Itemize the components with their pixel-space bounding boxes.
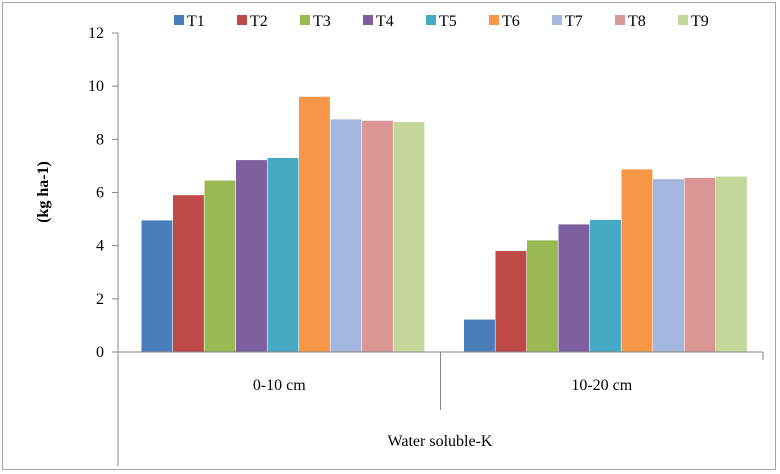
y-tick-label: 12	[88, 25, 104, 42]
legend-swatch-t5	[426, 15, 436, 25]
bar-t7-2	[653, 179, 684, 352]
legend-label-t8: T8	[628, 13, 646, 30]
y-tick-label: 4	[96, 238, 104, 255]
legend-label-t4: T4	[376, 13, 394, 30]
legend-swatch-t9	[678, 15, 688, 25]
bar-t1-1	[141, 220, 173, 352]
bar-t1-2	[464, 319, 495, 352]
legend-swatch-t3	[300, 15, 310, 25]
legend-label-t9: T9	[691, 13, 709, 30]
legend-swatch-t1	[174, 15, 184, 25]
legend-label-t3: T3	[313, 13, 331, 30]
y-tick-label: 10	[88, 78, 104, 95]
x-axis-label: Water soluble-K	[388, 433, 493, 450]
x-tick-label: 0-10 cm	[253, 377, 306, 394]
y-tick-label: 6	[96, 185, 104, 202]
bar-t2-2	[495, 250, 527, 352]
legend-swatch-t8	[615, 15, 625, 25]
y-axis-label: (kg ha-1)	[35, 161, 52, 223]
y-tick-label: 2	[96, 291, 104, 308]
y-tick-label: 8	[96, 131, 104, 148]
bar-t2-1	[173, 195, 204, 352]
legend-label-t7: T7	[565, 13, 583, 30]
bar-t8-1	[362, 120, 393, 352]
legend-label-t5: T5	[439, 13, 457, 30]
legend-swatch-t4	[363, 15, 373, 25]
bar-t7-1	[330, 119, 362, 352]
bar-t5-2	[590, 219, 621, 352]
legend-swatch-t7	[552, 15, 562, 25]
x-tick-label: 10-20 cm	[571, 377, 632, 394]
bar-t5-1	[267, 157, 299, 352]
y-tick-label: 0	[96, 344, 104, 361]
bar-t4-2	[558, 224, 590, 352]
legend-label-t2: T2	[250, 13, 268, 30]
bars-group	[141, 96, 747, 352]
bar-t3-2	[527, 240, 558, 352]
axes-group: 0 2 4 6 8 10 12 0-10 cm 10-20 cm	[88, 25, 764, 466]
bar-t8-2	[684, 177, 716, 352]
legend: T1 T2 T3 T4 T5 T6 T7 T8 T9	[174, 13, 709, 30]
bar-t6-2	[621, 169, 653, 352]
bar-t9-1	[393, 122, 425, 352]
bar-t4-1	[236, 160, 267, 352]
legend-label-t1: T1	[187, 13, 205, 30]
legend-swatch-t6	[489, 15, 499, 25]
legend-label-t6: T6	[502, 13, 520, 30]
legend-swatch-t2	[237, 15, 247, 25]
bar-t9-2	[716, 176, 747, 352]
bar-t3-1	[204, 180, 236, 352]
bar-t6-1	[299, 96, 330, 352]
